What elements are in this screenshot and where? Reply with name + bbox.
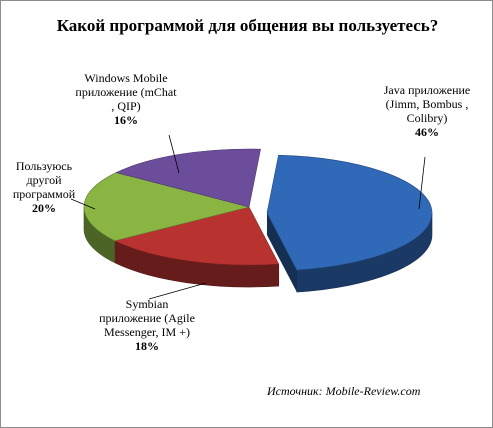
chart-title: Какой программой для общения вы пользует… <box>56 16 439 35</box>
leader-line-other <box>70 198 96 210</box>
leader-line-windows-mobile <box>168 134 180 174</box>
slice-label-java-percent: 46% <box>415 125 439 139</box>
slice-label-symbian: Symbian приложение (Agile Messenger, IM … <box>99 297 195 353</box>
slice-label-symbian-name: Symbian приложение (Agile Messenger, IM … <box>99 297 195 339</box>
slice-label-windows-mobile-name: Windows Mobile приложение (mChat , QIP) <box>75 71 177 113</box>
leader-line-symbian <box>148 282 207 300</box>
source-note: Источник: Mobile-Review.com <box>267 384 421 398</box>
slice-label-symbian-percent: 18% <box>135 339 159 353</box>
pie-slice-java <box>266 154 433 271</box>
leader-line-java <box>418 156 426 210</box>
pie-slice-other <box>83 172 250 242</box>
slice-label-other: Пользуюсь другой программой 20% <box>7 159 81 215</box>
pie-slice-wall-java-1 <box>267 213 297 293</box>
pie-slice-symbian <box>113 206 280 266</box>
slice-label-windows-mobile: Windows Mobile приложение (mChat , QIP) … <box>75 71 177 127</box>
slice-label-other-name: Пользуюсь другой программой <box>12 159 76 201</box>
slice-label-windows-mobile-percent: 16% <box>114 113 138 127</box>
slice-label-other-percent: 20% <box>32 201 56 215</box>
slice-label-java-name: Java приложение (Jimm, Bombus , Colibry) <box>383 83 471 125</box>
slice-label-java: Java приложение (Jimm, Bombus , Colibry)… <box>375 83 479 139</box>
pie-slice-windows-mobile <box>115 148 261 208</box>
